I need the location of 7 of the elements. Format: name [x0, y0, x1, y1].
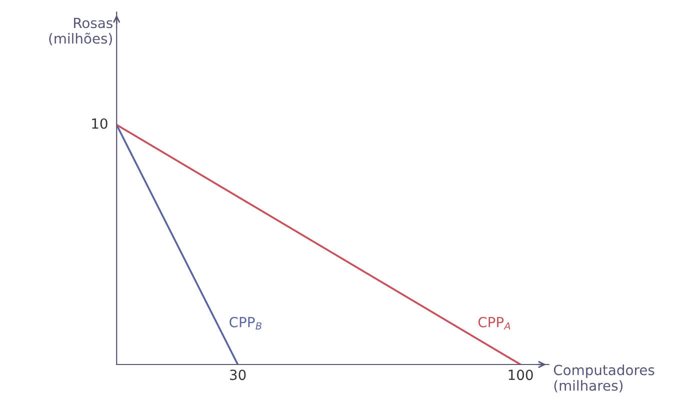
x-axis-title: Computadores (milhares): [554, 364, 654, 392]
series-label: CPP$_{A}$: [478, 316, 510, 330]
series-label: CPP$_{B}$: [230, 316, 262, 330]
x-tick-label: 100: [508, 370, 533, 380]
annotation: 10: [92, 118, 108, 129]
x-tick-label: 30: [230, 370, 246, 380]
text: Rosas (milhões): [49, 18, 112, 46]
